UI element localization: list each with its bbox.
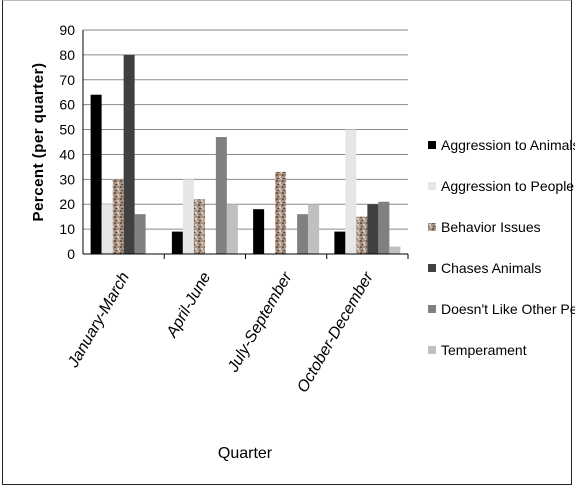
x-axis-categories: January-March April-June July-SeptemberOct… [65,269,378,396]
legend-label: Temperament [441,342,527,358]
legend-swatch [428,264,436,272]
legend-label: Behavior Issues [441,219,541,235]
legend-swatch [428,141,436,149]
bar-behavior-issues-2 [275,171,287,254]
x-axis-label: Quarter [218,445,273,462]
bar-behavior-issues-1 [193,199,205,254]
legend-label: Doesn't Like Other Pets [441,301,575,317]
bar-aggression-to-animals-1 [171,231,183,254]
x-category-label: April-June [163,269,214,341]
bar-aggression-to-animals-2 [253,209,265,254]
legend-label: Chases Animals [441,260,541,276]
bar-aggression-to-animals-3 [334,231,346,254]
bar-doesn-t-like-other-pets-3 [378,201,390,254]
legend-swatch [428,346,436,354]
y-axis-label: Percent (per quarter) [30,63,47,222]
y-tick-label: 0 [67,246,75,262]
x-category-label: January-March [65,269,134,371]
bar-behavior-issues-0 [112,179,124,254]
bar-temperament-3 [389,246,401,254]
y-tick-label: 20 [59,196,75,212]
legend: Aggression to Animals Aggression to Peopl… [428,137,575,358]
y-tick-label: 70 [59,72,75,88]
bar-aggression-to-people-0 [101,204,113,254]
bar-chases-animals-0 [123,54,135,255]
y-tick-label: 90 [59,22,75,38]
legend-swatch [428,223,436,231]
bar-aggression-to-animals-0 [90,94,102,254]
bar-doesn-t-like-other-pets-0 [134,214,146,254]
bar-aggression-to-people-1 [182,179,194,254]
bar-temperament-1 [226,204,238,254]
legend-label: Aggression to Animals [441,137,575,153]
y-tick-label: 30 [59,171,75,187]
bars [90,54,401,255]
bar-temperament-2 [308,204,320,254]
bar-aggression-to-people-3 [345,129,357,254]
bar-behavior-issues-3 [356,216,368,254]
x-category-label: October-December [294,269,377,396]
legend-swatch [428,182,436,190]
x-category-label: July-September [224,269,296,376]
y-tick-label: 80 [59,47,75,63]
y-tick-label: 50 [59,122,75,138]
bar-chases-animals-3 [367,204,379,254]
legend-swatch [428,305,436,313]
y-tick-label: 40 [59,146,75,162]
y-tick-label: 10 [59,221,75,237]
axes [82,30,409,259]
bar-doesn-t-like-other-pets-1 [215,137,227,254]
y-tick-label: 60 [59,97,75,113]
y-axis-ticks: 0 10 20 30 40 50 60 70 80 90 [59,22,75,262]
legend-label: Aggression to People [441,178,574,194]
bar-doesn-t-like-other-pets-2 [297,214,309,254]
